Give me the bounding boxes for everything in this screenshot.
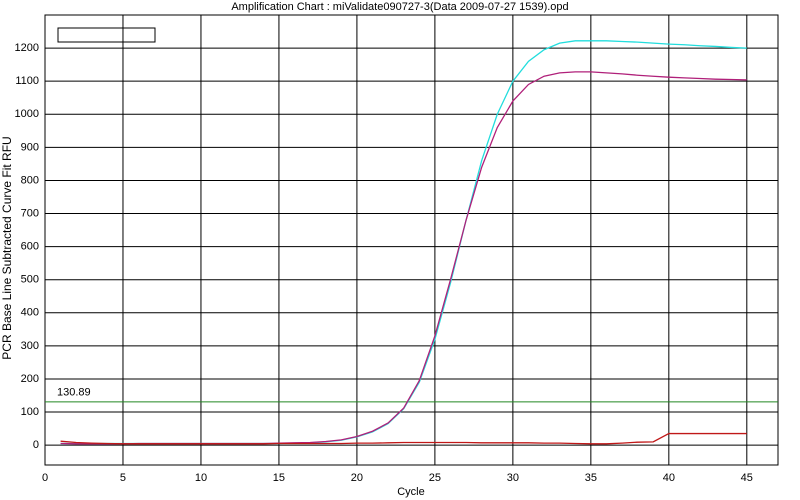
x-tick-label: 35	[585, 472, 597, 484]
y-tick-label: 1100	[15, 75, 39, 87]
x-tick-label: 10	[195, 472, 207, 484]
plot-area	[44, 14, 779, 466]
x-tick-label: 15	[273, 472, 285, 484]
y-tick-label: 300	[21, 340, 39, 352]
y-tick-label: 1200	[15, 42, 39, 54]
y-tick-label: 1000	[15, 108, 39, 120]
x-tick-label: 5	[120, 472, 126, 484]
x-tick-label: 45	[741, 472, 753, 484]
y-tick-label: 500	[21, 274, 39, 286]
y-tick-label: 200	[21, 373, 39, 385]
y-axis-label: PCR Base Line Subtracted Curve Fit RFU	[0, 136, 14, 359]
x-axis-label: Cycle	[397, 486, 425, 498]
y-tick-label: 600	[21, 241, 39, 253]
threshold-label: 130.89	[57, 387, 91, 399]
series-line	[60, 432, 747, 445]
y-tick-label: 100	[21, 406, 39, 418]
y-tick-label: 900	[21, 141, 39, 153]
x-tick-label: 30	[507, 472, 519, 484]
x-tick-label: 25	[429, 472, 441, 484]
y-tick-label: 800	[21, 174, 39, 186]
x-tick-label: 40	[663, 472, 675, 484]
x-tick-label: 0	[42, 472, 48, 484]
chart-title: Amplification Chart : miValidate090727-3…	[231, 1, 568, 13]
legend-box	[57, 27, 156, 43]
y-tick-label: 400	[21, 307, 39, 319]
y-tick-label: 700	[21, 207, 39, 219]
x-tick-label: 20	[351, 472, 363, 484]
y-tick-label: 0	[33, 439, 39, 451]
